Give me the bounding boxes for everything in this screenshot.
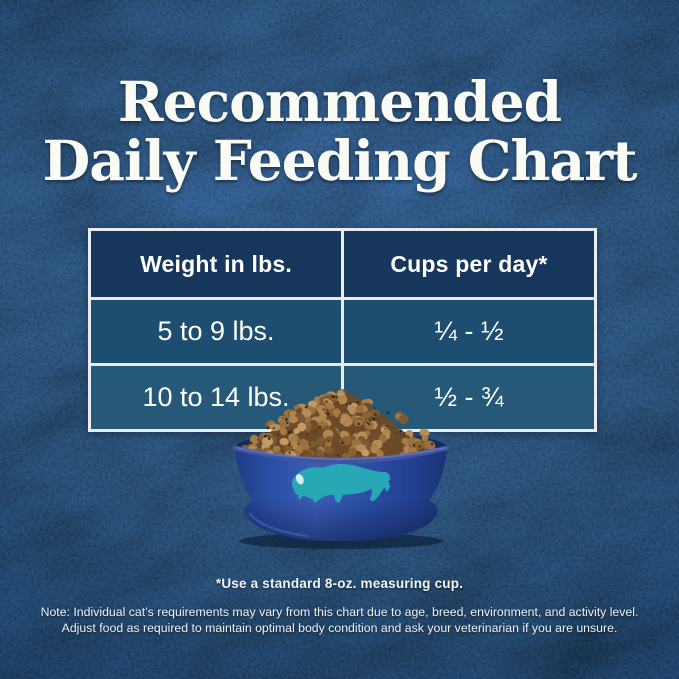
veterinarian-note-line1: Note: Individual cat’s requirements may … (40, 605, 639, 619)
table-cell-weight-row1: 5 to 9 lbs. (91, 300, 341, 363)
page-title-line2: Daily Feeding Chart (42, 128, 638, 193)
column-header-weight: Weight in lbs. (91, 231, 341, 297)
food-bowl-illustration (228, 388, 454, 552)
page-title-line1: Recommended (117, 69, 562, 134)
column-header-cups: Cups per day* (344, 231, 594, 297)
page-title: Recommended Daily Feeding Chart (0, 72, 679, 190)
buffalo-logo-icon (292, 463, 391, 503)
kibble-heap (240, 389, 441, 470)
veterinarian-note-line2: Adjust food as required to maintain opti… (61, 621, 618, 635)
measuring-cup-footnote: *Use a standard 8-oz. measuring cup. (215, 576, 464, 591)
veterinarian-note: Note: Individual cat’s requirements may … (0, 604, 679, 636)
table-cell-cups-row1: ¼ - ½ (344, 300, 594, 363)
